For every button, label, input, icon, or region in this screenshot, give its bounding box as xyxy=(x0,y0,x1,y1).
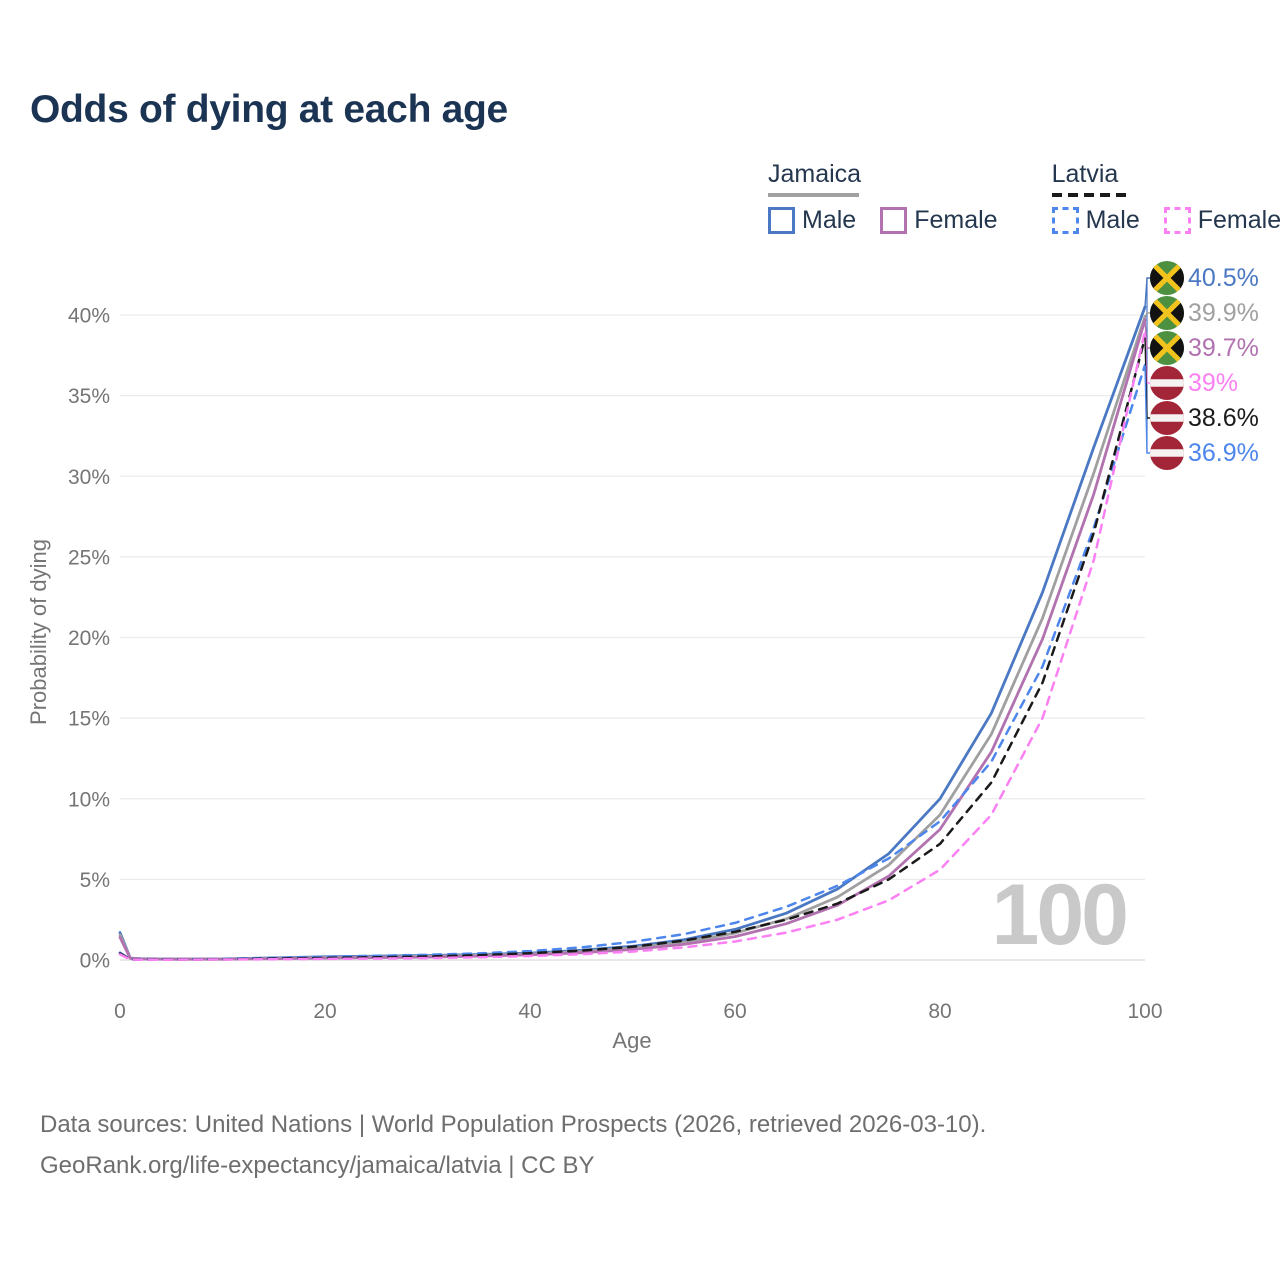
age-counter-watermark: 100 xyxy=(991,867,1130,963)
x-tick-60: 60 xyxy=(723,1000,746,1023)
end-label-jamaica-female: 39.7% xyxy=(1150,330,1259,366)
jamaica-flag-icon xyxy=(1150,296,1184,330)
y-tick-15: 15% xyxy=(68,708,110,731)
y-tick-25: 25% xyxy=(68,546,110,569)
x-tick-20: 20 xyxy=(313,1000,336,1023)
legend-linestyle-swatch-latvia xyxy=(1051,193,1130,197)
legend-item-label: Female xyxy=(1197,206,1280,234)
series-line-jamaica-female[interactable] xyxy=(118,318,1147,961)
y-tick-35: 35% xyxy=(68,385,110,408)
x-tick-80: 80 xyxy=(928,1000,951,1023)
legend-item-label: Female xyxy=(914,206,998,234)
y-tick-10: 10% xyxy=(68,788,110,811)
latvia-flag-icon xyxy=(1150,366,1184,400)
legend-item-latvia-female[interactable]: Female xyxy=(1163,206,1280,235)
latvia-flag-icon xyxy=(1150,401,1184,435)
end-label-latvia-female: 39% xyxy=(1150,365,1238,401)
legend-country-latvia: Latvia xyxy=(1051,160,1119,188)
end-value-jamaica-male: 40.5% xyxy=(1188,263,1259,292)
series-lines xyxy=(118,305,1147,961)
series-line-latvia-male[interactable] xyxy=(118,363,1147,961)
end-value-latvia-female: 39% xyxy=(1188,368,1239,397)
latvia-flag-icon xyxy=(1150,401,1184,435)
legend-item-jamaica-male[interactable]: Male xyxy=(768,206,856,235)
jamaica-flag-icon xyxy=(1150,261,1184,295)
footer-attribution-link: GeoRank.org/life-expectancy/jamaica/latv… xyxy=(40,1152,595,1179)
jamaica-flag-icon xyxy=(1150,331,1184,365)
series-line-latvia-both[interactable] xyxy=(118,336,1147,961)
end-value-latvia-both: 38.6% xyxy=(1188,403,1259,432)
legend-country-jamaica: Jamaica xyxy=(768,160,862,188)
gridlines xyxy=(120,314,1145,961)
latvia-flag-icon xyxy=(1150,436,1184,470)
jamaica-flag-icon xyxy=(1150,331,1184,365)
chart-legend: Jamaica Male Female Latvia Male Female xyxy=(768,160,1280,235)
legend-item-jamaica-female[interactable]: Female xyxy=(880,206,998,235)
legend-group-jamaica: Jamaica Male Female xyxy=(768,160,998,235)
legend-swatch-icon xyxy=(1163,207,1191,234)
y-tick-30: 30% xyxy=(68,466,110,489)
x-tick-100: 100 xyxy=(1127,1000,1162,1023)
series-line-latvia-female[interactable] xyxy=(118,329,1147,961)
end-label-jamaica-male: 40.5% xyxy=(1150,260,1259,296)
legend-swatch-icon xyxy=(880,207,908,234)
footer: Data sources: United Nations | World Pop… xyxy=(40,1104,986,1186)
legend-swatch-icon xyxy=(768,207,795,234)
legend-linestyle-swatch-jamaica xyxy=(768,193,859,197)
axis-ticks: 0% 5% 10% 15% 20% 25% 30% 35% 40% 0 20 40 60 80 100 xyxy=(68,305,1163,1024)
legend-item-label: Male xyxy=(1085,206,1140,234)
series-line-jamaica-male[interactable] xyxy=(118,305,1147,961)
legend-item-latvia-male[interactable]: Male xyxy=(1051,206,1140,235)
end-value-jamaica-both: 39.9% xyxy=(1188,298,1259,327)
end-label-jamaica-both: 39.9% xyxy=(1150,295,1259,331)
y-tick-0: 0% xyxy=(80,950,110,973)
latvia-flag-icon xyxy=(1150,366,1184,400)
end-label-latvia-both: 38.6% xyxy=(1150,400,1259,436)
latvia-flag-icon xyxy=(1150,436,1184,470)
jamaica-flag-icon xyxy=(1150,296,1184,330)
y-tick-20: 20% xyxy=(68,627,110,650)
page-title: Odds of dying at each age xyxy=(30,88,508,131)
x-tick-0: 0 xyxy=(114,1000,126,1023)
legend-group-latvia: Latvia Male Female xyxy=(1051,160,1280,235)
y-axis-title: Probability of dying xyxy=(26,539,51,725)
x-axis-title: Age xyxy=(612,1028,651,1053)
y-tick-40: 40% xyxy=(68,305,110,328)
legend-item-label: Male xyxy=(802,206,857,234)
jamaica-flag-icon xyxy=(1150,261,1184,295)
end-label-latvia-male: 36.9% xyxy=(1150,435,1259,471)
legend-swatch-icon xyxy=(1051,207,1079,234)
end-value-jamaica-female: 39.7% xyxy=(1188,333,1259,362)
x-tick-40: 40 xyxy=(518,1000,541,1023)
y-tick-5: 5% xyxy=(80,869,110,892)
end-value-latvia-male: 36.9% xyxy=(1188,438,1259,467)
footer-data-sources: Data sources: United Nations | World Pop… xyxy=(40,1111,987,1138)
